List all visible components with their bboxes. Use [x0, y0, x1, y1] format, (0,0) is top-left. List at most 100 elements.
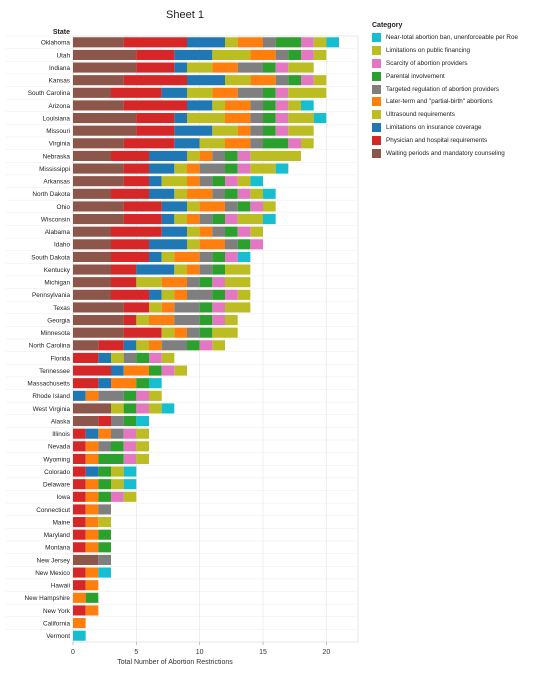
bar-segment[interactable]: [73, 176, 124, 187]
bar-segment[interactable]: [187, 264, 200, 275]
bar-segment[interactable]: [263, 113, 276, 124]
bar-segment[interactable]: [313, 75, 327, 86]
bar-segment[interactable]: [85, 542, 99, 553]
bar-segment[interactable]: [237, 62, 263, 73]
bar-segment[interactable]: [174, 62, 187, 73]
bar-segment[interactable]: [199, 302, 213, 313]
bar-segment[interactable]: [123, 138, 175, 149]
bar-segment[interactable]: [73, 188, 111, 199]
bar-segment[interactable]: [263, 62, 276, 73]
legend-item[interactable]: Limitations on public financing: [372, 44, 540, 57]
bar-segment[interactable]: [187, 277, 200, 288]
bar-segment[interactable]: [73, 277, 111, 288]
bar-segment[interactable]: [199, 201, 225, 212]
bar-segment[interactable]: [111, 416, 124, 427]
bar-segment[interactable]: [263, 138, 289, 149]
bar-segment[interactable]: [237, 226, 251, 237]
bar-segment[interactable]: [225, 138, 251, 149]
bar-segment[interactable]: [149, 302, 162, 313]
bar-segment[interactable]: [174, 327, 187, 338]
bar-segment[interactable]: [73, 453, 86, 464]
bar-segment[interactable]: [111, 87, 162, 98]
bar-segment[interactable]: [250, 100, 263, 111]
bar-segment[interactable]: [212, 87, 238, 98]
bar-segment[interactable]: [225, 201, 238, 212]
bar-segment[interactable]: [73, 378, 99, 389]
bar-segment[interactable]: [288, 125, 314, 136]
bar-segment[interactable]: [73, 163, 124, 174]
bar-segment[interactable]: [98, 529, 111, 540]
bar-segment[interactable]: [225, 289, 238, 300]
bar-segment[interactable]: [212, 62, 238, 73]
bar-segment[interactable]: [73, 289, 111, 300]
bar-segment[interactable]: [98, 554, 111, 565]
bar-segment[interactable]: [288, 49, 301, 60]
legend-item[interactable]: Ultrasound requirements: [372, 108, 540, 121]
bar-segment[interactable]: [225, 100, 251, 111]
bar-segment[interactable]: [237, 239, 251, 250]
bar-segment[interactable]: [98, 517, 111, 528]
bar-segment[interactable]: [187, 113, 225, 124]
bar-segment[interactable]: [174, 163, 187, 174]
bar-segment[interactable]: [174, 289, 187, 300]
bar-segment[interactable]: [149, 239, 187, 250]
bar-segment[interactable]: [136, 390, 149, 401]
bar-segment[interactable]: [136, 49, 175, 60]
bar-segment[interactable]: [98, 491, 111, 502]
bar-segment[interactable]: [250, 150, 301, 161]
bar-segment[interactable]: [98, 441, 111, 452]
bar-segment[interactable]: [161, 340, 187, 351]
bar-segment[interactable]: [73, 226, 111, 237]
bar-segment[interactable]: [174, 365, 187, 376]
bar-segment[interactable]: [73, 87, 111, 98]
bar-segment[interactable]: [212, 100, 225, 111]
bar-segment[interactable]: [212, 150, 225, 161]
bar-segment[interactable]: [275, 125, 289, 136]
legend-item[interactable]: Near-total abortion ban, unenforceable p…: [372, 31, 540, 44]
bar-segment[interactable]: [136, 403, 149, 414]
bar-segment[interactable]: [174, 113, 187, 124]
bar-segment[interactable]: [73, 592, 86, 603]
bar-segment[interactable]: [237, 289, 251, 300]
bar-segment[interactable]: [123, 479, 137, 490]
bar-segment[interactable]: [85, 491, 99, 502]
bar-segment[interactable]: [73, 517, 86, 528]
bar-segment[interactable]: [250, 188, 263, 199]
bar-segment[interactable]: [263, 214, 276, 225]
bar-segment[interactable]: [212, 226, 225, 237]
bar-segment[interactable]: [212, 125, 238, 136]
bar-segment[interactable]: [212, 340, 225, 351]
bar-segment[interactable]: [123, 315, 137, 326]
bar-segment[interactable]: [237, 150, 251, 161]
bar-segment[interactable]: [73, 403, 111, 414]
bar-segment[interactable]: [73, 630, 86, 641]
bar-segment[interactable]: [301, 138, 314, 149]
bar-segment[interactable]: [85, 517, 99, 528]
bar-segment[interactable]: [225, 163, 238, 174]
legend-item[interactable]: Scarcity of abortion providers: [372, 57, 540, 70]
bar-segment[interactable]: [149, 176, 162, 187]
bar-segment[interactable]: [98, 542, 111, 553]
bar-segment[interactable]: [123, 75, 187, 86]
bar-segment[interactable]: [225, 251, 238, 262]
bar-segment[interactable]: [73, 466, 86, 477]
bar-segment[interactable]: [237, 214, 263, 225]
bar-segment[interactable]: [161, 365, 175, 376]
bar-segment[interactable]: [73, 618, 86, 629]
bar-segment[interactable]: [225, 264, 251, 275]
bar-segment[interactable]: [123, 163, 149, 174]
bar-segment[interactable]: [212, 277, 225, 288]
bar-segment[interactable]: [136, 315, 149, 326]
bar-segment[interactable]: [149, 150, 187, 161]
bar-segment[interactable]: [250, 163, 276, 174]
bar-segment[interactable]: [212, 327, 238, 338]
bar-segment[interactable]: [225, 226, 238, 237]
bar-segment[interactable]: [123, 428, 137, 439]
bar-segment[interactable]: [85, 567, 99, 578]
bar-segment[interactable]: [187, 75, 225, 86]
bar-segment[interactable]: [111, 264, 137, 275]
bar-segment[interactable]: [161, 302, 175, 313]
bar-segment[interactable]: [187, 226, 200, 237]
bar-segment[interactable]: [73, 75, 124, 86]
bar-segment[interactable]: [73, 214, 124, 225]
